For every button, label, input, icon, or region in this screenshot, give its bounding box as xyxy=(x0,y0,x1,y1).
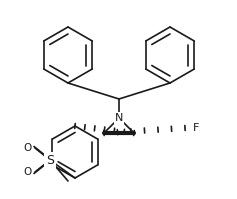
Text: O: O xyxy=(24,143,32,153)
Text: O: O xyxy=(24,167,32,177)
Text: N: N xyxy=(115,113,123,123)
Text: S: S xyxy=(46,153,54,167)
Text: F: F xyxy=(193,123,199,133)
